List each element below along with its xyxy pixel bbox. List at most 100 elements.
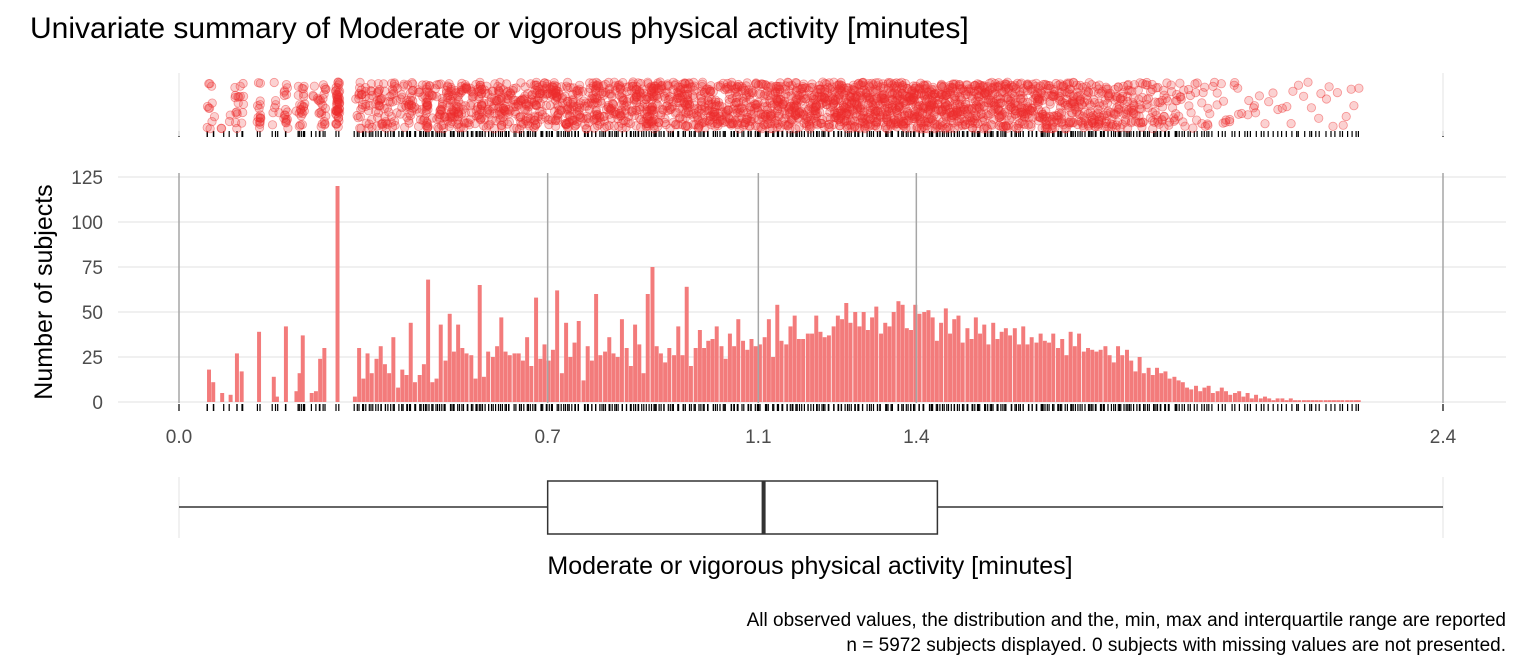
data-point — [760, 80, 770, 90]
data-point — [730, 87, 740, 98]
data-point — [423, 121, 433, 131]
data-point — [743, 85, 754, 95]
histogram-bar — [624, 348, 629, 402]
histogram-bar — [702, 348, 707, 402]
data-point — [657, 104, 667, 115]
data-point — [331, 119, 342, 129]
data-point — [689, 108, 699, 119]
histogram-bar — [1210, 393, 1215, 402]
histogram-bar — [396, 387, 401, 402]
histogram-bar — [473, 378, 478, 402]
data-point — [710, 97, 721, 107]
data-point — [418, 92, 428, 102]
data-point — [741, 118, 751, 128]
data-point — [387, 97, 398, 107]
data-point — [334, 78, 344, 88]
data-point — [535, 98, 546, 109]
data-point — [656, 108, 667, 118]
data-point — [474, 113, 484, 123]
histogram-bar — [382, 364, 387, 402]
data-point — [741, 92, 751, 102]
data-point — [331, 119, 341, 129]
data-point — [659, 117, 670, 128]
data-point — [708, 87, 718, 97]
histogram-bar — [499, 317, 504, 402]
data-point — [424, 91, 434, 101]
data-point — [768, 124, 778, 134]
data-point — [503, 86, 513, 97]
data-point — [447, 116, 457, 127]
data-point — [763, 119, 773, 129]
data-point — [756, 109, 766, 119]
data-point — [542, 79, 552, 89]
data-point — [615, 84, 626, 94]
histogram-bar — [387, 373, 392, 402]
data-point — [454, 90, 464, 100]
data-point — [495, 77, 505, 88]
histogram-bar — [896, 301, 901, 402]
data-point — [745, 103, 755, 113]
data-point — [741, 98, 751, 108]
data-point — [770, 88, 781, 98]
histogram-bar — [464, 353, 469, 402]
histogram-bar — [1064, 355, 1069, 402]
data-point — [705, 115, 716, 125]
data-point — [637, 84, 648, 94]
data-point — [653, 122, 663, 132]
data-point — [476, 99, 487, 109]
data-point — [662, 87, 672, 98]
data-point — [465, 83, 475, 93]
data-point — [486, 93, 497, 103]
data-point — [704, 84, 714, 95]
data-point — [216, 123, 226, 133]
data-point — [696, 96, 707, 107]
data-point — [727, 93, 737, 104]
data-point — [666, 104, 676, 114]
data-point — [496, 93, 506, 103]
data-point — [717, 114, 727, 124]
data-point — [421, 84, 432, 94]
histogram-bar — [1017, 344, 1022, 402]
histogram-bar — [719, 346, 724, 402]
data-point — [614, 90, 625, 100]
data-point — [549, 78, 559, 88]
data-point — [407, 78, 417, 88]
data-point — [333, 77, 343, 87]
data-point — [1025, 105, 1035, 115]
data-point — [643, 112, 653, 122]
histogram-bar — [1034, 342, 1039, 402]
histogram-bar — [1072, 346, 1077, 402]
data-point — [734, 81, 745, 91]
data-point — [641, 94, 651, 105]
data-point — [609, 121, 619, 131]
data-point — [638, 88, 649, 98]
data-point — [495, 83, 505, 93]
data-point — [459, 117, 469, 127]
data-point — [299, 101, 309, 112]
data-point — [737, 82, 747, 92]
data-point — [508, 84, 519, 94]
data-point — [762, 101, 772, 112]
data-point — [317, 106, 327, 116]
data-point — [694, 121, 704, 131]
data-point — [628, 81, 638, 91]
data-point — [568, 115, 578, 125]
data-point — [439, 112, 449, 122]
histogram-bar — [822, 337, 827, 402]
histogram-bar — [826, 335, 831, 402]
data-point — [400, 100, 410, 111]
data-point — [598, 111, 609, 122]
data-point — [207, 117, 217, 127]
data-point — [746, 101, 756, 112]
data-point — [652, 83, 662, 94]
data-point — [388, 86, 398, 96]
data-point — [406, 92, 417, 102]
data-point — [621, 82, 632, 92]
data-point — [642, 121, 652, 131]
data-point — [355, 112, 365, 122]
data-point — [357, 100, 368, 110]
data-point — [551, 115, 561, 125]
data-point — [466, 86, 476, 96]
data-point — [656, 85, 667, 95]
data-point — [770, 109, 780, 119]
